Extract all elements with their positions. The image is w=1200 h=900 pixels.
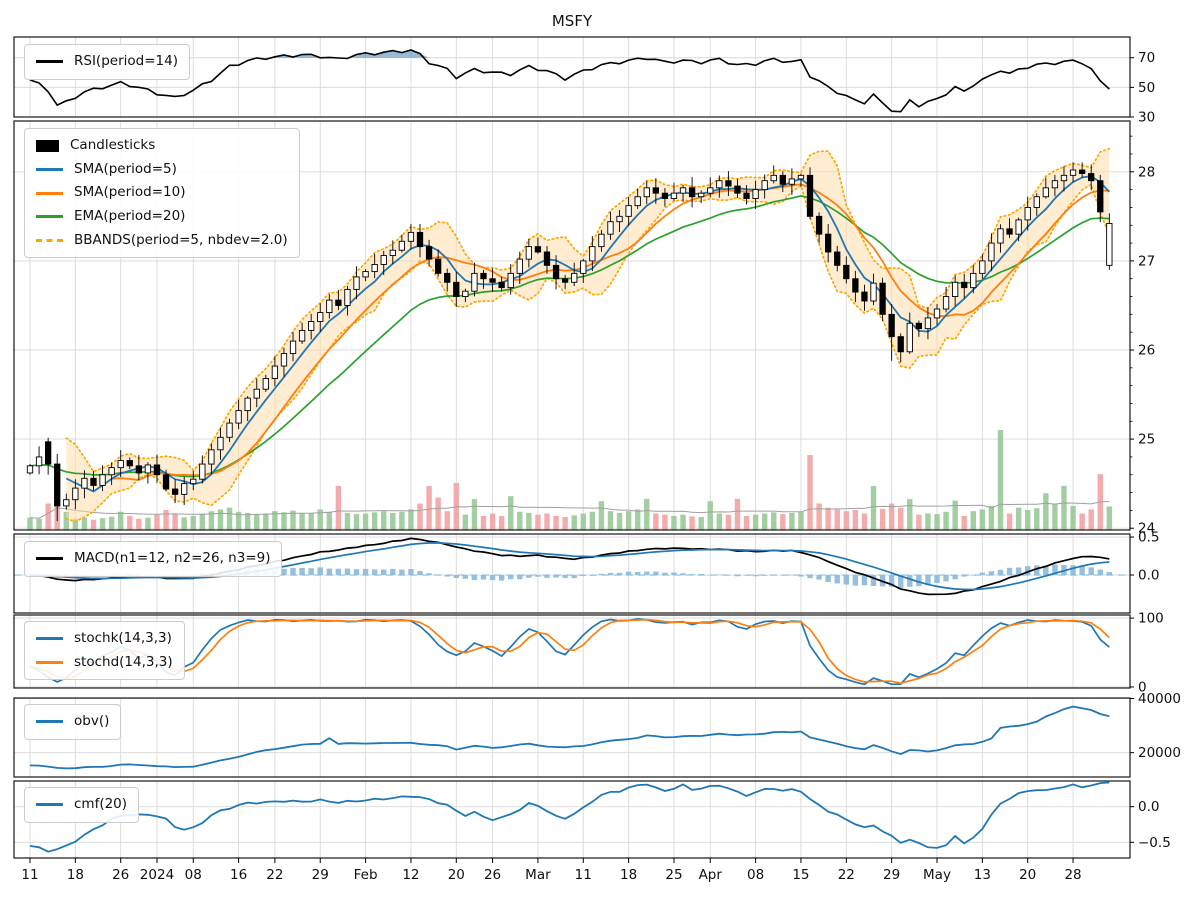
sma10-legend-label: SMA(period=10): [74, 184, 186, 201]
svg-text:−0.5: −0.5: [1138, 835, 1171, 851]
candlesticks-legend-label: Candlesticks: [70, 137, 156, 153]
cmf-panel: 0.0 −0.5: [13, 780, 1171, 859]
svg-text:08: 08: [747, 867, 764, 883]
svg-text:Apr: Apr: [699, 867, 723, 883]
svg-text:0.0: 0.0: [1138, 799, 1159, 815]
svg-text:100: 100: [1138, 611, 1164, 627]
obv-panel: 20000 40000: [13, 691, 1181, 778]
svg-text:50: 50: [1138, 80, 1155, 96]
svg-text:28: 28: [1138, 164, 1155, 180]
svg-text:29: 29: [312, 867, 329, 883]
rsi-legend-label: RSI(period=14): [74, 53, 178, 69]
stoch-legend: stochk(14,3,3) stochd(14,3,3): [24, 621, 185, 681]
svg-text:20000: 20000: [1138, 745, 1181, 761]
sma10-swatch: [36, 191, 63, 195]
obv-line-swatch: [36, 720, 63, 724]
svg-text:15: 15: [792, 867, 809, 883]
svg-text:29: 29: [883, 867, 900, 883]
price-panel: 24 25 26 27 28: [13, 120, 1155, 537]
svg-text:25: 25: [665, 867, 682, 883]
rsi-panel: 30 50 70: [13, 36, 1155, 126]
svg-text:22: 22: [838, 867, 855, 883]
obv-legend-label: obv(): [74, 713, 110, 729]
svg-text:28: 28: [1064, 867, 1081, 883]
svg-text:26: 26: [484, 867, 501, 883]
stochk-swatch: [36, 637, 63, 641]
macd-legend: MACD(n1=12, n2=26, n3=9): [24, 541, 283, 577]
rsi-legend: RSI(period=14): [24, 44, 190, 80]
macd-panel: 0.0 0.5: [13, 530, 1159, 614]
stochk-legend-label: stochk(14,3,3): [74, 630, 172, 646]
sma5-swatch: [36, 167, 63, 171]
svg-text:11: 11: [21, 867, 38, 883]
svg-text:12: 12: [402, 867, 419, 883]
svg-text:11: 11: [575, 867, 592, 883]
svg-text:0: 0: [1138, 679, 1147, 695]
axis-tick-labels: 11 18 26 2024 08 16 22 29 Feb 12 20 26 Mar 11 18 25 Apr 0…: [21, 858, 1082, 883]
svg-text:18: 18: [620, 867, 637, 883]
svg-text:40000: 40000: [1138, 691, 1181, 707]
svg-text:20: 20: [448, 867, 465, 883]
candlesticks-swatch: [36, 139, 59, 152]
ema20-swatch: [36, 215, 63, 219]
cmf-line-swatch: [36, 803, 63, 807]
svg-text:13: 13: [974, 867, 991, 883]
sma5-legend-label: SMA(period=5): [74, 160, 177, 177]
macd-legend-label: MACD(n1=12, n2=26, n3=9): [74, 550, 271, 566]
svg-text:20: 20: [1019, 867, 1036, 883]
cmf-legend-label: cmf(20): [74, 796, 128, 812]
svg-text:26: 26: [112, 867, 129, 883]
svg-text:24: 24: [1138, 521, 1155, 537]
obv-legend: obv(): [24, 704, 122, 740]
stoch-panel: 0 100: [13, 611, 1164, 695]
chart-title: MSFY: [551, 12, 593, 30]
bbands-legend-label: BBANDS(period=5, nbdev=2.0): [74, 231, 288, 248]
svg-text:30: 30: [1138, 110, 1155, 126]
svg-text:May: May: [923, 867, 951, 883]
stochd-swatch: [36, 660, 63, 664]
macd-line-swatch: [36, 557, 63, 561]
ema20-legend-label: EMA(period=20): [74, 207, 186, 224]
svg-text:08: 08: [185, 867, 202, 883]
svg-text:25: 25: [1138, 432, 1155, 448]
svg-text:26: 26: [1138, 343, 1155, 359]
stochd-legend-label: stochd(14,3,3): [74, 653, 173, 670]
price-legend: Candlesticks SMA(period=5) SMA(period=10…: [24, 128, 300, 259]
svg-text:Feb: Feb: [354, 867, 378, 883]
svg-text:27: 27: [1138, 253, 1155, 269]
svg-text:16: 16: [230, 867, 247, 883]
svg-text:18: 18: [67, 867, 84, 883]
bbands-swatch: [36, 238, 63, 242]
rsi-line-swatch: [36, 60, 63, 64]
svg-text:0.5: 0.5: [1138, 530, 1159, 546]
svg-text:0.0: 0.0: [1138, 568, 1159, 584]
cmf-legend: cmf(20): [24, 787, 140, 823]
svg-text:Mar: Mar: [525, 867, 551, 883]
svg-text:2024: 2024: [140, 867, 174, 883]
svg-text:22: 22: [266, 867, 283, 883]
svg-text:70: 70: [1138, 50, 1155, 66]
